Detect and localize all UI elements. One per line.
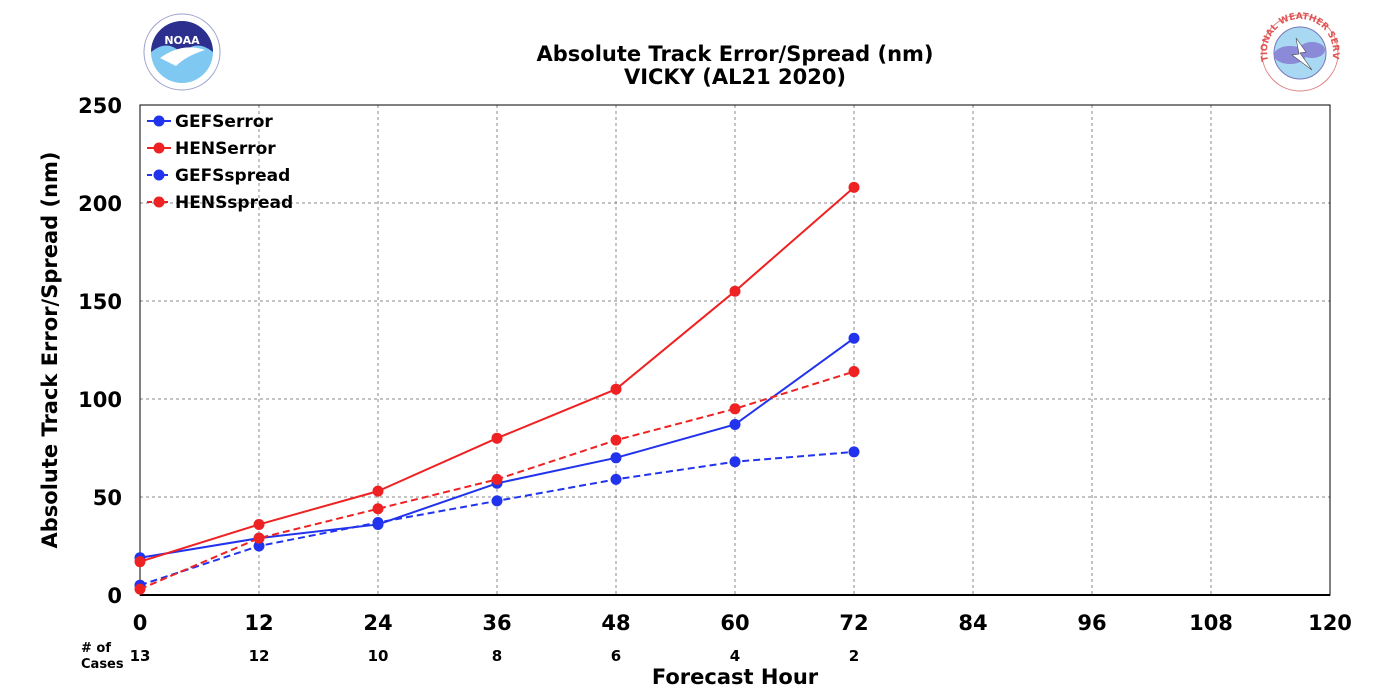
data-point: [134, 556, 146, 568]
chart-subtitle: VICKY (AL21 2020): [624, 65, 846, 89]
noaa-logo: NOAA: [143, 13, 221, 91]
y-tick-label: 50: [93, 486, 122, 510]
series-HENSspread: [134, 366, 860, 595]
case-count: 4: [730, 647, 740, 665]
data-point: [610, 473, 622, 485]
data-point: [491, 473, 503, 485]
data-point: [848, 446, 860, 458]
y-tick-label: 250: [78, 94, 122, 118]
legend-item: HENSerror: [147, 139, 276, 159]
legend-label: HENSspread: [175, 193, 293, 213]
case-count: 10: [368, 647, 389, 665]
cases-header-line1: # of: [81, 641, 111, 656]
data-point: [848, 181, 860, 193]
data-point: [134, 583, 146, 595]
data-point: [610, 383, 622, 395]
data-point: [253, 532, 265, 544]
x-tick-label: 60: [720, 611, 749, 635]
x-tick-label: 0: [133, 611, 148, 635]
case-count: 12: [249, 647, 270, 665]
cases-header-line2: Cases: [81, 657, 124, 672]
x-tick-label: 72: [839, 611, 868, 635]
case-count: 13: [130, 647, 151, 665]
legend-label: GEFSerror: [175, 112, 273, 132]
grid: [140, 105, 1330, 595]
noaa-logo-text: NOAA: [164, 34, 200, 47]
data-point: [253, 518, 265, 530]
y-tick-label: 150: [78, 290, 122, 314]
data-point: [729, 418, 741, 430]
legend-swatch-marker: [153, 142, 165, 154]
y-tick-label: 100: [78, 388, 122, 412]
legend-label: HENSerror: [175, 139, 276, 159]
x-axis-label: Forecast Hour: [652, 665, 819, 689]
legend-swatch-marker: [153, 169, 165, 181]
x-tick-label: 12: [244, 611, 273, 635]
data-point: [610, 452, 622, 464]
legend-label: GEFSspread: [175, 166, 290, 186]
data-point: [848, 332, 860, 344]
legend-item: GEFSerror: [147, 112, 273, 132]
y-tick-label: 200: [78, 192, 122, 216]
data-point: [253, 540, 265, 552]
data-point: [372, 485, 384, 497]
y-tick-label: 0: [107, 584, 122, 608]
data-point: [729, 456, 741, 468]
legend-item: HENSspread: [147, 193, 293, 213]
y-tick-labels: 0 50 100 150 200 250: [78, 94, 122, 608]
data-point: [610, 434, 622, 446]
legend-swatch-marker: [153, 115, 165, 127]
series-HENSerror: [134, 181, 860, 568]
axes: [139, 104, 1331, 596]
x-tick-label: 48: [601, 611, 630, 635]
x-tick-label: 108: [1189, 611, 1233, 635]
x-tick-label: 36: [482, 611, 511, 635]
x-tick-labels: 0 12 24 36 48 60 72 84 96 108 120: [133, 611, 1352, 635]
data-point: [729, 285, 741, 297]
data-point: [491, 495, 503, 507]
x-tick-label: 24: [363, 611, 392, 635]
data-point: [372, 503, 384, 515]
data-point: [491, 432, 503, 444]
case-count: 2: [849, 647, 859, 665]
chart-title: Absolute Track Error/Spread (nm): [536, 42, 933, 66]
series: [134, 181, 860, 595]
cases-row: 13 12 10 8 6 4 2: [130, 647, 860, 665]
series-GEFSspread: [134, 446, 860, 591]
data-point: [729, 403, 741, 415]
legend-swatch-marker: [153, 196, 165, 208]
data-point: [372, 516, 384, 528]
case-count: 8: [492, 647, 502, 665]
legend: GEFSerror HENSerror GEFSspread HENSspread: [147, 112, 293, 213]
x-tick-label: 96: [1077, 611, 1106, 635]
case-count: 6: [611, 647, 621, 665]
data-point: [848, 366, 860, 378]
x-tick-label: 120: [1308, 611, 1352, 635]
y-axis-label: Absolute Track Error/Spread (nm): [38, 151, 62, 548]
legend-item: GEFSspread: [147, 166, 290, 186]
x-tick-label: 84: [958, 611, 987, 635]
